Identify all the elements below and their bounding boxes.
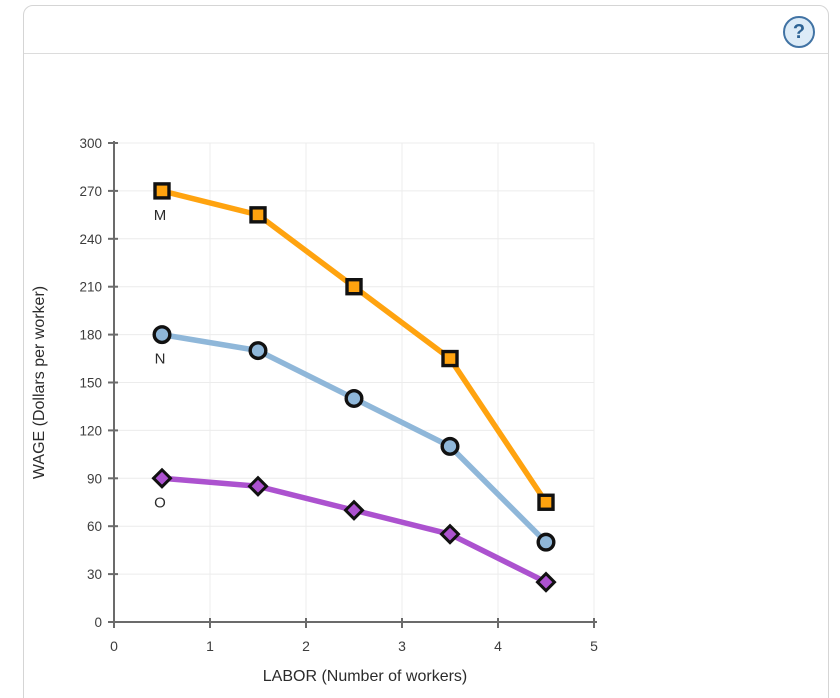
data-point-O-3: [343, 499, 365, 521]
series-label-N: N: [155, 351, 166, 368]
content-card: ? 0 30 60 90 120 150 180 210 240 270 300 0 1 2 3 4 5 LABO…: [23, 5, 829, 698]
x-tick-label-0: 0: [110, 638, 118, 654]
y-tick-label-300: 300: [79, 136, 102, 151]
data-point-O-2: [247, 475, 269, 497]
series-label-M: M: [154, 207, 167, 224]
data-point-N-2: [248, 341, 268, 361]
y-tick-label-120: 120: [79, 423, 102, 438]
series-label-O: O: [154, 494, 166, 511]
x-tick-label-2: 2: [302, 638, 310, 654]
y-tick-label-270: 270: [79, 184, 102, 199]
y-tick-label-0: 0: [94, 615, 102, 630]
data-point-M-1: [153, 182, 171, 200]
y-tick-label-180: 180: [79, 328, 102, 343]
help-button[interactable]: ?: [783, 16, 815, 48]
data-point-M-2: [249, 206, 267, 224]
x-tick-label-3: 3: [398, 638, 406, 654]
y-tick-label-240: 240: [79, 232, 102, 247]
y-tick-label-90: 90: [87, 471, 102, 486]
card-header: ?: [24, 6, 828, 54]
y-tick-label-30: 30: [87, 567, 102, 582]
data-point-O-1: [151, 467, 173, 489]
x-axis-title: LABOR (Number of workers): [263, 668, 468, 685]
data-point-N-5: [536, 532, 556, 552]
data-point-M-3: [345, 278, 363, 296]
data-point-N-1: [152, 325, 172, 345]
card-body: 0 30 60 90 120 150 180 210 240 270 300 0 1 2 3 4 5 LABOR …: [24, 54, 828, 698]
x-tick-label-5: 5: [590, 638, 598, 654]
data-point-N-3: [344, 388, 364, 408]
x-tick-label-1: 1: [206, 638, 214, 654]
y-tick-label-150: 150: [79, 376, 102, 391]
y-tick-label-210: 210: [79, 280, 102, 295]
data-point-M-5: [537, 493, 555, 511]
x-tick-label-4: 4: [494, 638, 502, 654]
series-O-line: [159, 475, 549, 585]
wage-labor-chart: 0 30 60 90 120 150 180 210 240 270 300 0 1 2 3 4 5 LABOR …: [31, 136, 598, 685]
y-axis-title: WAGE (Dollars per worker): [31, 286, 48, 479]
y-tick-label-60: 60: [87, 519, 102, 534]
data-point-N-4: [440, 436, 460, 456]
data-point-O-5: [535, 571, 557, 593]
data-point-O-4: [439, 523, 461, 545]
data-point-M-4: [441, 349, 459, 368]
